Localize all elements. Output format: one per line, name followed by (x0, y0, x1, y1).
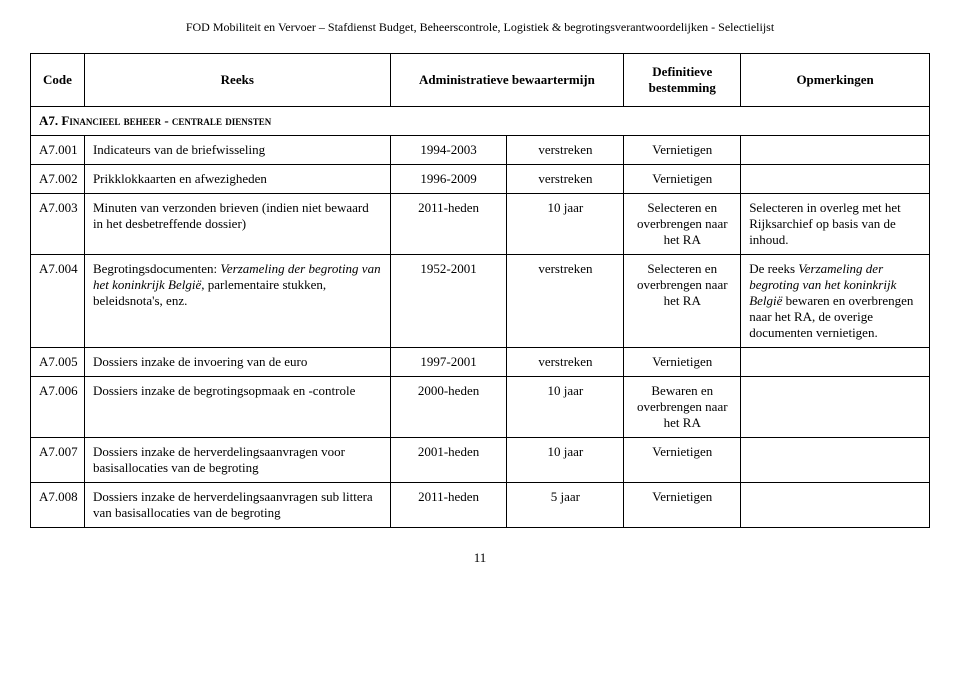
cell-admin-status: 10 jaar (507, 438, 624, 483)
cell-admin-status: verstreken (507, 136, 624, 165)
cell-reeks: Dossiers inzake de herverdelingsaanvrage… (84, 438, 390, 483)
col-defin: Definitieve bestemming (624, 54, 741, 107)
cell-opm: Selecteren in overleg met het Rijksarchi… (741, 194, 930, 255)
cell-code: A7.007 (31, 438, 85, 483)
cell-def: Vernietigen (624, 348, 741, 377)
table-row: A7.001Indicateurs van de briefwisseling1… (31, 136, 930, 165)
table-row: A7.003Minuten van verzonden brieven (ind… (31, 194, 930, 255)
section-row: A7. Financieel beheer - centrale dienste… (31, 107, 930, 136)
cell-code: A7.004 (31, 255, 85, 348)
cell-code: A7.006 (31, 377, 85, 438)
page-number: 11 (30, 550, 930, 566)
cell-def: Vernietigen (624, 483, 741, 528)
table-row: A7.005Dossiers inzake de invoering van d… (31, 348, 930, 377)
cell-reeks: Begrotingsdocumenten: Verzameling der be… (84, 255, 390, 348)
cell-admin-period: 2011-heden (390, 194, 507, 255)
cell-admin-period: 1997-2001 (390, 348, 507, 377)
table-row: A7.007Dossiers inzake de herverdelingsaa… (31, 438, 930, 483)
cell-opm (741, 348, 930, 377)
cell-def: Selecteren en overbrengen naar het RA (624, 194, 741, 255)
table-row: A7.004Begrotingsdocumenten: Verzameling … (31, 255, 930, 348)
cell-admin-period: 1994-2003 (390, 136, 507, 165)
table-row: A7.008Dossiers inzake de herverdelingsaa… (31, 483, 930, 528)
cell-admin-period: 1952-2001 (390, 255, 507, 348)
cell-admin-status: 5 jaar (507, 483, 624, 528)
cell-admin-status: verstreken (507, 348, 624, 377)
cell-admin-period: 2000-heden (390, 377, 507, 438)
col-code: Code (31, 54, 85, 107)
table-body: A7. Financieel beheer - centrale dienste… (31, 107, 930, 528)
cell-opm (741, 165, 930, 194)
cell-def: Vernietigen (624, 438, 741, 483)
col-reeks: Reeks (84, 54, 390, 107)
col-admin: Administratieve bewaartermijn (390, 54, 624, 107)
table-row: A7.002Prikklokkaarten en afwezigheden199… (31, 165, 930, 194)
cell-admin-status: verstreken (507, 255, 624, 348)
cell-reeks: Indicateurs van de briefwisseling (84, 136, 390, 165)
cell-code: A7.003 (31, 194, 85, 255)
cell-def: Vernietigen (624, 136, 741, 165)
cell-reeks: Dossiers inzake de begrotingsopmaak en -… (84, 377, 390, 438)
cell-admin-period: 2011-heden (390, 483, 507, 528)
table-header-row: Code Reeks Administratieve bewaartermijn… (31, 54, 930, 107)
cell-opm (741, 483, 930, 528)
cell-opm (741, 377, 930, 438)
cell-admin-status: 10 jaar (507, 377, 624, 438)
cell-reeks: Dossiers inzake de invoering van de euro (84, 348, 390, 377)
cell-reeks: Dossiers inzake de herverdelingsaanvrage… (84, 483, 390, 528)
cell-def: Vernietigen (624, 165, 741, 194)
section-title: A7. Financieel beheer - centrale dienste… (31, 107, 930, 136)
cell-admin-status: 10 jaar (507, 194, 624, 255)
cell-code: A7.001 (31, 136, 85, 165)
cell-code: A7.002 (31, 165, 85, 194)
cell-opm (741, 136, 930, 165)
cell-opm (741, 438, 930, 483)
cell-opm: De reeks Verzameling der begroting van h… (741, 255, 930, 348)
selection-table: Code Reeks Administratieve bewaartermijn… (30, 53, 930, 528)
page-header: FOD Mobiliteit en Vervoer – Stafdienst B… (30, 20, 930, 35)
cell-admin-status: verstreken (507, 165, 624, 194)
cell-admin-period: 2001-heden (390, 438, 507, 483)
cell-reeks: Minuten van verzonden brieven (indien ni… (84, 194, 390, 255)
cell-admin-period: 1996-2009 (390, 165, 507, 194)
cell-reeks: Prikklokkaarten en afwezigheden (84, 165, 390, 194)
cell-def: Selecteren en overbrengen naar het RA (624, 255, 741, 348)
table-row: A7.006Dossiers inzake de begrotingsopmaa… (31, 377, 930, 438)
col-opm: Opmerkingen (741, 54, 930, 107)
cell-code: A7.008 (31, 483, 85, 528)
cell-code: A7.005 (31, 348, 85, 377)
cell-def: Bewaren en overbrengen naar het RA (624, 377, 741, 438)
